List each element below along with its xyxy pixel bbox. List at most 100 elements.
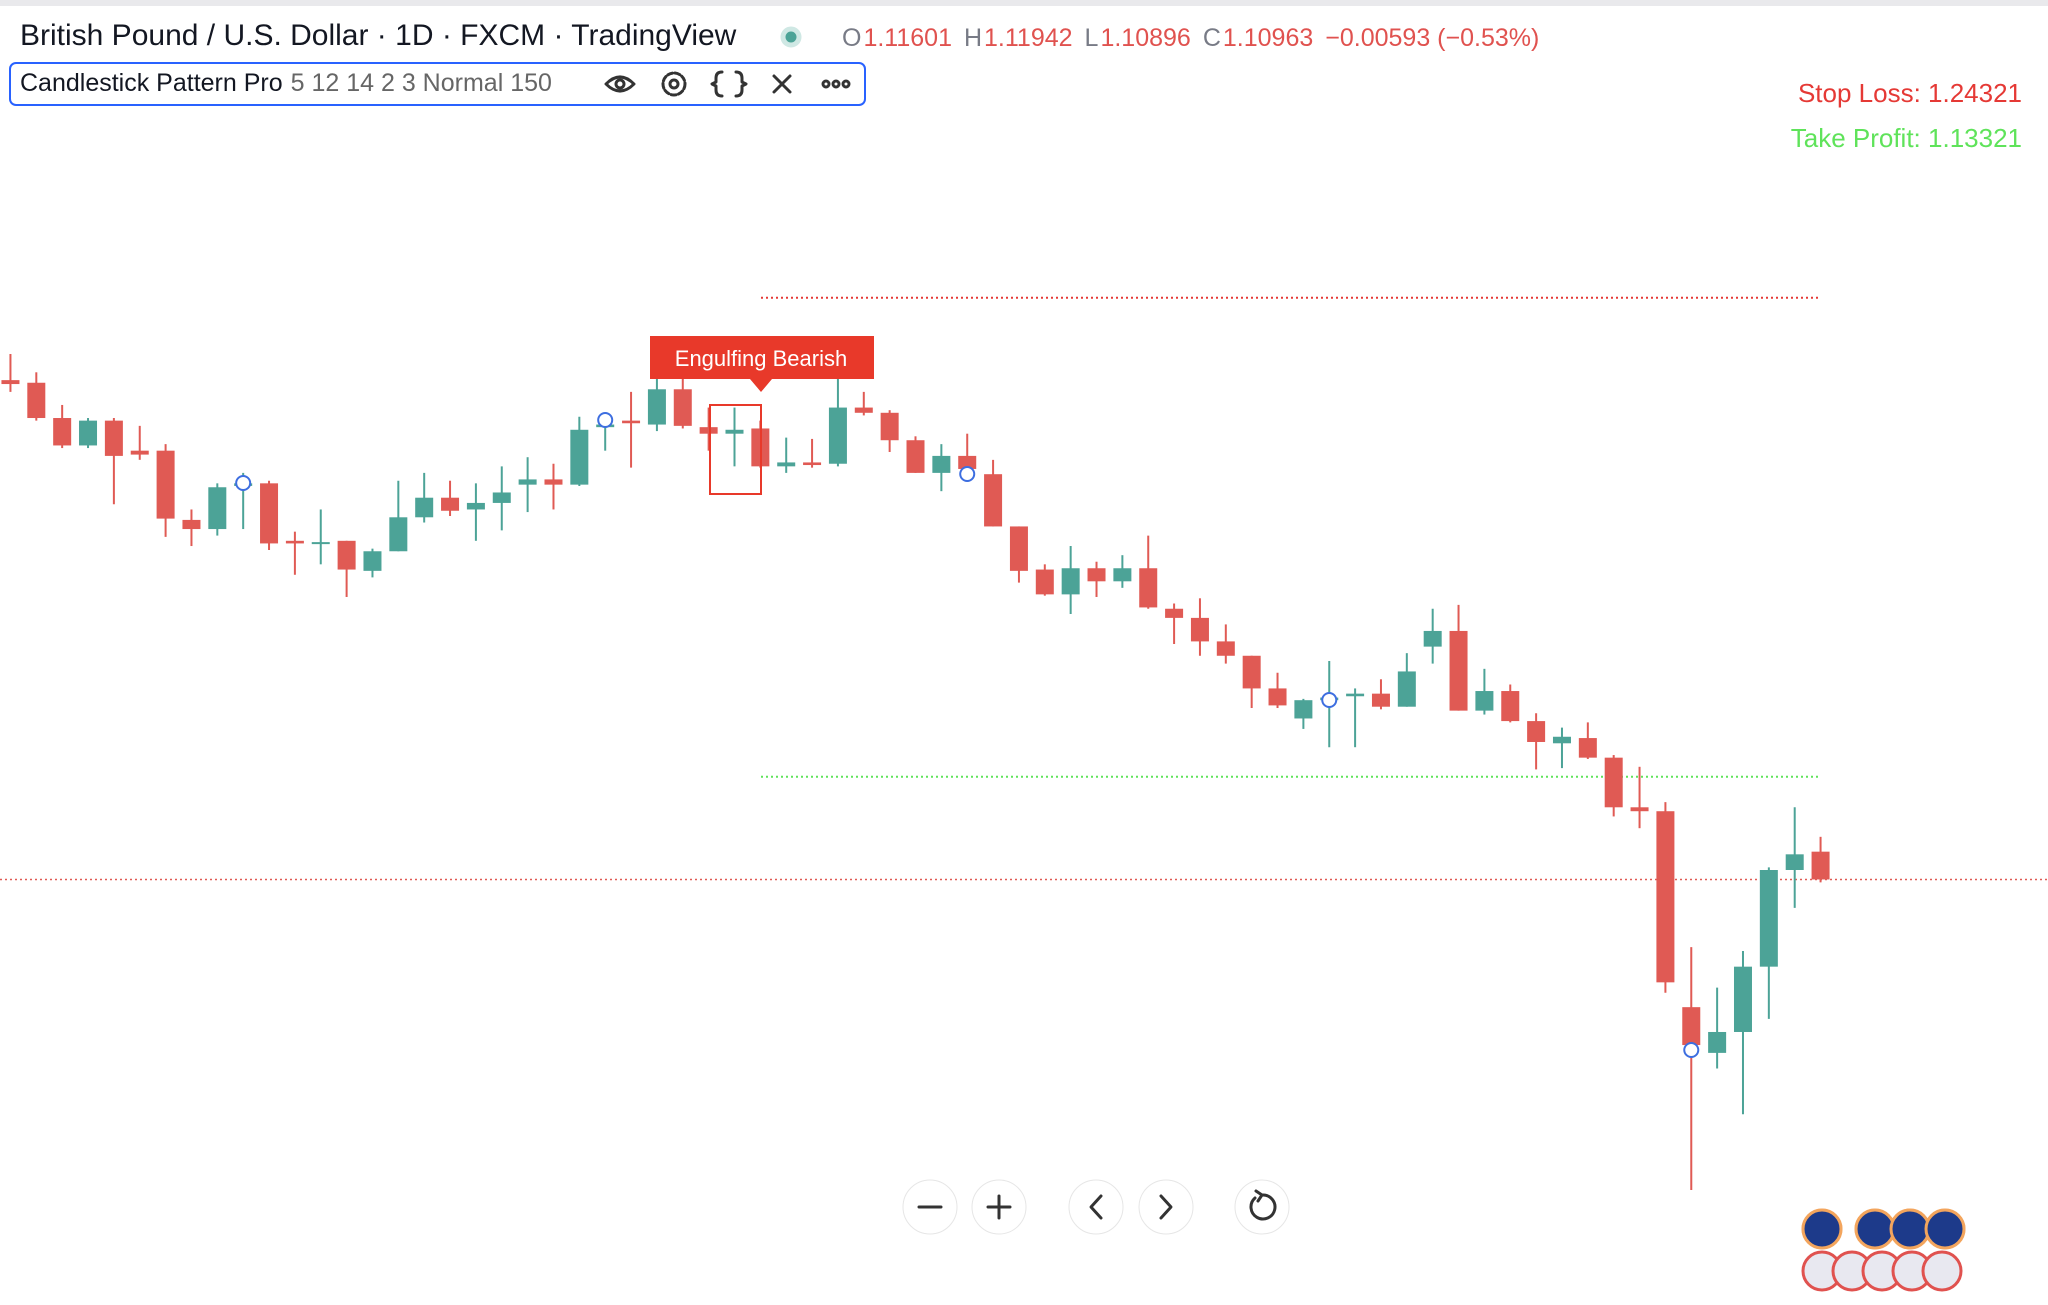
candle-body	[622, 420, 641, 424]
candle-body	[803, 462, 822, 466]
plot-area	[0, 296, 2048, 1191]
candle-body	[1708, 1031, 1727, 1053]
more-icon[interactable]	[821, 79, 851, 89]
candle-body	[1811, 851, 1830, 880]
candle-body	[1294, 700, 1313, 719]
candle-body	[570, 429, 589, 485]
level-label: Take Profit: 1.13321	[1791, 123, 2022, 153]
candle-body	[389, 517, 408, 552]
candle-body	[1242, 655, 1261, 689]
ohlc-key: H	[964, 24, 982, 52]
candle-body	[337, 540, 356, 570]
candle-body	[1397, 671, 1416, 707]
top-bar	[0, 0, 2048, 6]
candle-body	[27, 382, 46, 419]
candle-body	[1578, 738, 1597, 758]
candle-body	[1268, 688, 1287, 706]
candle-body	[777, 462, 796, 467]
candle-body	[1165, 608, 1184, 618]
pattern-marker	[1321, 692, 1338, 708]
candle-body	[311, 542, 330, 545]
candle-body	[156, 450, 175, 519]
candle-body	[1630, 807, 1649, 812]
annotation-bubble	[650, 336, 874, 392]
candle-body	[285, 540, 304, 544]
candle-body	[1216, 641, 1235, 656]
candle-body	[1682, 1007, 1701, 1046]
indicator-box[interactable]	[9, 62, 866, 106]
candle-body	[699, 427, 718, 434]
candle-body	[1604, 757, 1623, 808]
candle-body	[182, 519, 201, 530]
ohlc-values: O1.11601 H1.11942 L1.10896 C1.10963 −0.00593…	[842, 24, 1539, 52]
candle-body	[1139, 568, 1158, 608]
candle-body	[208, 487, 227, 530]
scroll-left-button[interactable]	[1068, 1179, 1124, 1235]
indicator-params: 5 12 14 2 3 Normal 150	[291, 69, 552, 97]
reset-button[interactable]	[1234, 1179, 1290, 1235]
indicator-name: Candlestick Pattern Pro	[20, 69, 283, 97]
candle-body	[906, 440, 925, 473]
indicator-name: Candlestick Pattern Pro 5 12 14 2 3 Norma…	[20, 69, 552, 97]
candle-body	[1552, 736, 1571, 744]
candle-body	[544, 479, 563, 485]
candle-body	[958, 455, 977, 469]
candle-body	[415, 497, 434, 518]
candle-body	[1087, 568, 1106, 582]
candle-body	[1113, 568, 1132, 582]
ohlc-key: O	[842, 24, 861, 52]
candle-body	[984, 474, 1003, 527]
pattern-marker	[235, 475, 252, 491]
ohlc-key: L	[1085, 24, 1099, 52]
currency-flags	[1801, 1208, 1966, 1292]
scroll-right-button[interactable]	[1138, 1179, 1194, 1235]
candle-body	[104, 420, 123, 456]
candle-body	[1527, 721, 1546, 742]
candle-body	[1785, 854, 1804, 870]
candle-body	[1035, 569, 1054, 595]
zoom-in-button[interactable]	[971, 1179, 1027, 1235]
candle-body	[1009, 526, 1028, 571]
candle-body	[466, 502, 485, 510]
candle-body	[1423, 630, 1442, 647]
candle-body	[932, 455, 951, 473]
candle-body	[1475, 691, 1494, 711]
candle-body	[518, 479, 537, 485]
symbol-title: British Pound / U.S. Dollar · 1D · FXCM …	[20, 19, 737, 52]
candle-body	[130, 450, 149, 455]
zoom-out-button[interactable]	[902, 1179, 958, 1235]
candle-body	[854, 407, 873, 413]
candle-body	[725, 429, 744, 434]
candle-body	[1, 380, 20, 385]
ohlc-value: 1.10963	[1223, 24, 1313, 52]
candle-body	[1656, 811, 1675, 983]
candle-body	[79, 420, 98, 446]
ohlc-value: 1.11601	[863, 24, 952, 52]
ohlc-value: 1.11942	[984, 24, 1073, 52]
pattern-marker	[1683, 1042, 1700, 1058]
candle-body	[673, 389, 692, 426]
candle-body	[1733, 966, 1752, 1032]
candle-body	[880, 412, 899, 441]
candle-body	[260, 483, 279, 544]
pattern-box	[709, 404, 762, 495]
ohlc-change: −0.00593 (−0.53%)	[1325, 24, 1539, 52]
market-status	[780, 26, 802, 48]
candle-body	[1346, 693, 1365, 697]
candle-body	[441, 497, 460, 511]
ohlc-key: C	[1203, 24, 1221, 52]
ohlc-value: 1.10896	[1100, 24, 1190, 52]
source-icon[interactable]	[710, 70, 748, 98]
settings-icon[interactable]	[661, 71, 687, 97]
candle-body	[1190, 617, 1209, 642]
candle-body	[647, 389, 666, 425]
pattern-marker	[959, 466, 976, 482]
remove-icon[interactable]	[772, 74, 792, 94]
candle-body	[1449, 630, 1468, 711]
eye-icon[interactable]	[604, 75, 636, 93]
candle-body	[1061, 568, 1080, 595]
annotation-text: Engulfing Bearish	[675, 346, 847, 371]
candle-body	[828, 407, 847, 464]
